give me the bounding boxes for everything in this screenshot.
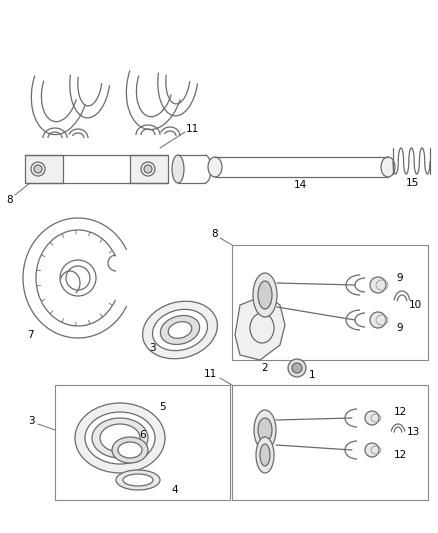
Text: 8: 8: [212, 229, 218, 239]
Ellipse shape: [152, 309, 208, 351]
Text: 4: 4: [172, 485, 178, 495]
Ellipse shape: [100, 424, 140, 452]
Circle shape: [144, 165, 152, 173]
Text: 11: 11: [203, 369, 217, 379]
Text: 6: 6: [140, 430, 146, 440]
Circle shape: [288, 359, 306, 377]
Text: 9: 9: [397, 323, 403, 333]
Text: 11: 11: [185, 124, 198, 134]
Text: 14: 14: [293, 180, 307, 190]
Ellipse shape: [172, 155, 184, 183]
Ellipse shape: [85, 412, 155, 464]
Circle shape: [34, 165, 42, 173]
Bar: [232, 245, 428, 360]
Bar: [55, 385, 230, 500]
Text: 15: 15: [406, 178, 419, 188]
Text: 13: 13: [406, 427, 420, 437]
Ellipse shape: [208, 157, 222, 177]
Ellipse shape: [75, 403, 165, 473]
Text: 12: 12: [393, 407, 406, 417]
Text: 12: 12: [393, 450, 406, 460]
Ellipse shape: [258, 281, 272, 309]
Text: 8: 8: [7, 195, 13, 205]
Ellipse shape: [258, 418, 272, 442]
Ellipse shape: [381, 157, 395, 177]
Ellipse shape: [112, 437, 148, 463]
Circle shape: [292, 363, 302, 373]
Text: 3: 3: [28, 416, 34, 426]
Bar: [232, 385, 428, 500]
Circle shape: [365, 411, 379, 425]
Text: 3: 3: [148, 343, 155, 353]
Text: 9: 9: [397, 273, 403, 283]
Ellipse shape: [116, 470, 160, 490]
Text: 10: 10: [409, 300, 421, 310]
Circle shape: [370, 277, 386, 293]
Bar: [130, 155, 168, 183]
Ellipse shape: [254, 410, 276, 450]
Ellipse shape: [168, 322, 192, 338]
Ellipse shape: [143, 301, 217, 359]
Circle shape: [370, 312, 386, 328]
Text: 7: 7: [27, 330, 33, 340]
Text: 5: 5: [160, 402, 166, 412]
Ellipse shape: [253, 273, 277, 317]
Bar: [25, 155, 63, 183]
Ellipse shape: [160, 316, 200, 344]
Ellipse shape: [260, 444, 270, 466]
Ellipse shape: [118, 442, 142, 458]
Ellipse shape: [92, 418, 148, 458]
Ellipse shape: [123, 474, 153, 486]
Circle shape: [365, 443, 379, 457]
Ellipse shape: [256, 437, 274, 473]
Text: 2: 2: [261, 363, 268, 373]
Text: 1: 1: [309, 370, 315, 380]
Polygon shape: [235, 295, 285, 360]
